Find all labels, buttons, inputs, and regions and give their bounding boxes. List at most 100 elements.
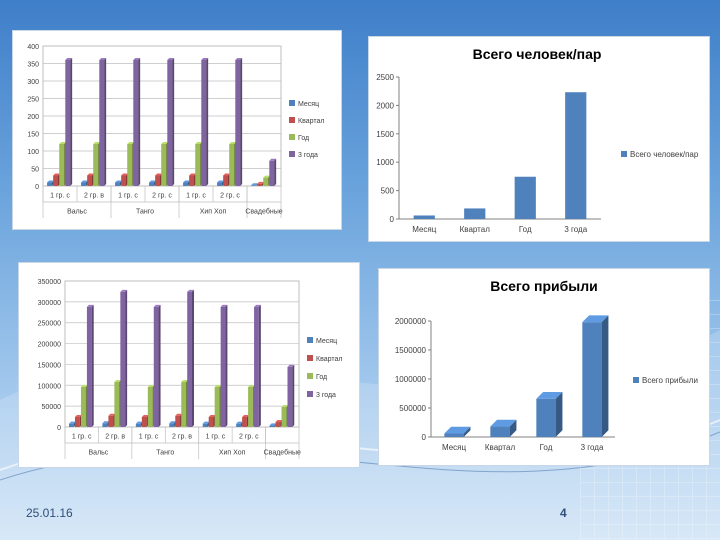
bar-3-6 <box>287 366 293 427</box>
x-subcategory-label: 1 гр. с <box>139 434 159 441</box>
y-tick-label: 500 <box>381 187 395 196</box>
bar-2-5 <box>248 386 253 427</box>
bar-0-5-top <box>217 180 224 183</box>
bar-3-3-side <box>191 289 194 427</box>
legend-label: Год <box>298 135 309 142</box>
y-tick-label: 100 <box>27 149 39 156</box>
bar-2-3-top <box>161 142 169 144</box>
bar-0-2 <box>135 423 141 427</box>
bar-1-4 <box>189 175 195 186</box>
y-tick-label: 50000 <box>42 404 62 411</box>
bar-3-1-side <box>104 58 107 186</box>
bar-1-1 <box>87 175 93 186</box>
bar-2-top <box>536 391 563 399</box>
bar-1-4 <box>208 416 214 427</box>
chart-panel-people-by-group: 0 50 100 150 200 250 300 350 400 1 гр. с 2 гр. в 1 … <box>12 30 342 230</box>
legend-label: Квартал <box>298 118 324 125</box>
x-subcategory-label: 2 гр. с <box>220 193 240 200</box>
legend-label: 3 года <box>298 152 318 159</box>
y-tick-label: 0 <box>57 425 61 432</box>
bar-0-4-top <box>183 180 190 183</box>
bar-3-5-top <box>235 58 243 60</box>
x-tick-label: 3 года <box>581 443 604 452</box>
bar-1-6 <box>257 183 263 186</box>
bar-3-4-top <box>201 58 209 60</box>
chart-panel-total-people: Всего человек/пар 0 500 1000 1500 2000 2500 Мес… <box>368 36 710 242</box>
bar-0-0 <box>47 182 52 186</box>
bar-3-5 <box>254 306 259 427</box>
bar-3-0-side <box>91 304 94 427</box>
bar-1-6 <box>275 421 281 427</box>
x-subcategory-label: 2 гр. с <box>152 193 172 200</box>
bar-1-3 <box>175 415 181 427</box>
chart-title: Всего человек/пар <box>473 46 602 62</box>
slide-date: 25.01.16 <box>26 506 73 520</box>
bar-1-2-top <box>141 414 149 417</box>
bar-2-2-top <box>147 384 155 387</box>
bar-0-3-top <box>169 421 177 424</box>
bar-3-1-top <box>120 289 128 292</box>
bar-3-3-top <box>187 289 194 292</box>
x-group-label: Танго <box>156 450 174 457</box>
x-group-label: Свадебные <box>264 449 301 457</box>
x-group-label: Вальс <box>89 450 109 457</box>
x-tick-label: Год <box>519 225 532 234</box>
bar-2-0 <box>59 144 65 186</box>
bar-2-1 <box>93 144 99 186</box>
y-tick-label: 100000 <box>38 383 61 390</box>
bar-0-0-top <box>47 180 54 183</box>
slide-page-number: 4 <box>560 506 567 520</box>
bar-3-3-top <box>167 58 175 60</box>
bar-3-2-side <box>158 304 161 427</box>
bar-3-3 <box>167 60 173 186</box>
legend-label: Квартал <box>316 356 342 363</box>
bar-3-1 <box>99 60 105 186</box>
bar-3-4-top <box>220 304 228 307</box>
bar-0-1 <box>81 182 86 186</box>
bar-3-1-top <box>99 58 107 60</box>
bar-2-5 <box>229 144 235 186</box>
bar-1-top <box>490 419 517 427</box>
bar-3-4 <box>220 306 226 427</box>
bar-0-5 <box>236 423 241 427</box>
bar-3-4-side <box>225 304 228 427</box>
legend-swatch <box>307 355 313 361</box>
bar-3-2 <box>133 60 139 186</box>
bar-3-side <box>601 315 609 437</box>
bar-3-5-top <box>254 304 261 307</box>
bar-2-6-top <box>263 175 271 178</box>
y-tick-label: 200000 <box>38 342 61 349</box>
bar-2-3 <box>181 381 187 427</box>
bar-2-2 <box>147 386 153 427</box>
bar-1-0-top <box>74 414 82 417</box>
bar-0-4 <box>183 182 188 186</box>
y-tick-label: 500000 <box>399 404 426 413</box>
bar-3-1 <box>120 291 126 427</box>
legend-label: Месяц <box>298 101 319 108</box>
legend-swatch <box>621 151 627 157</box>
bar-2-1-top <box>93 142 101 144</box>
y-tick-label: 350 <box>27 62 39 69</box>
bar-3-0 <box>65 60 71 186</box>
bar-3-6 <box>269 160 275 186</box>
bar-2 <box>514 176 536 219</box>
bar-0-3-top <box>149 180 156 183</box>
bar-3-0-side <box>70 58 73 186</box>
x-subcategory-label: 1 гр. с <box>186 193 206 200</box>
bar-2-0-top <box>80 384 88 387</box>
bar-2-1-top <box>114 379 122 382</box>
x-group-label: Вальс <box>67 209 87 216</box>
x-subcategory-label: 2 гр. в <box>105 434 125 441</box>
legend-label: Месяц <box>316 338 337 345</box>
bar-2-5-top <box>229 142 237 144</box>
x-tick-label: Квартал <box>460 225 491 234</box>
legend-label: Всего человек/пар <box>630 150 699 159</box>
x-subcategory-label: 1 гр. с <box>118 193 138 200</box>
bar-2-4-top <box>214 384 222 387</box>
y-tick-label: 150000 <box>38 362 61 369</box>
bar-0-1-top <box>81 180 88 183</box>
total-profit-chart: Всего прибыли 0 500000 1000000 1500000 200000… <box>395 278 698 452</box>
bar-3-0-top <box>86 304 94 307</box>
legend-swatch <box>307 373 313 379</box>
legend-label: Всего прибыли <box>642 376 698 385</box>
